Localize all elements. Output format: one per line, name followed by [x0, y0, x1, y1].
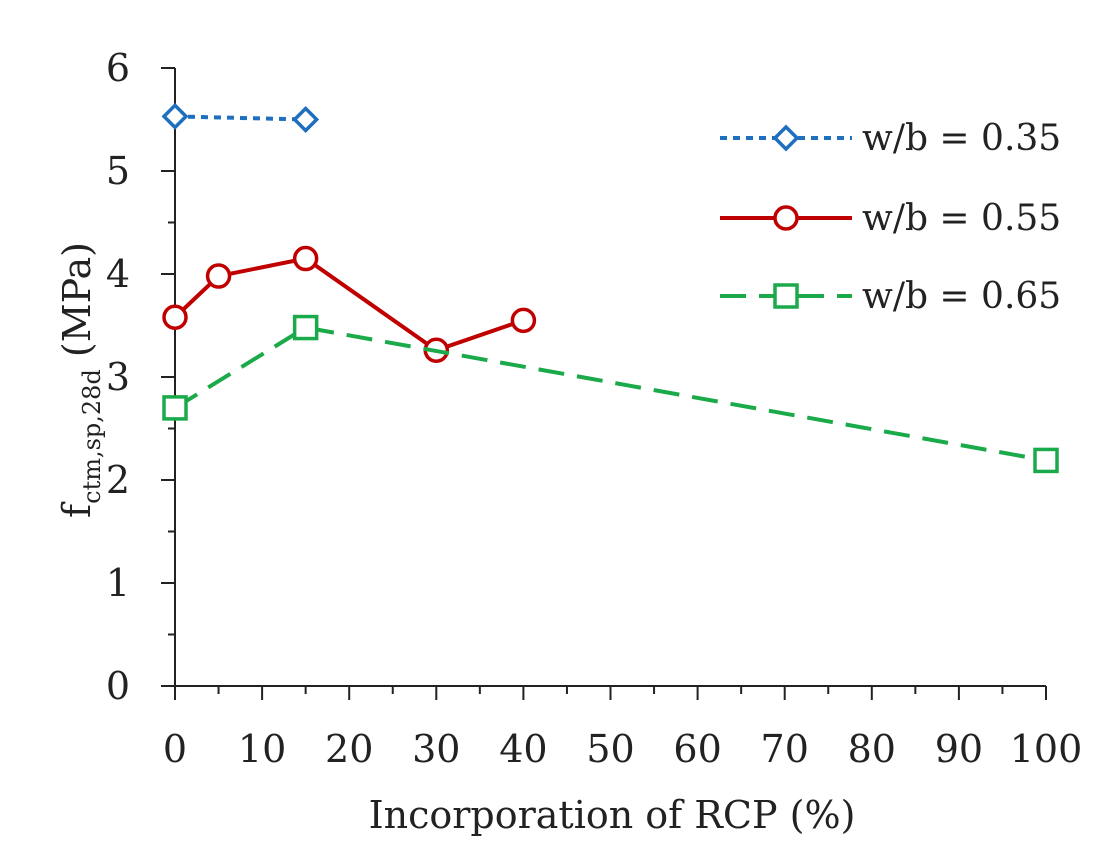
- legend-item-1: w/b = 0.35: [720, 118, 1061, 159]
- data-point: [161, 102, 189, 130]
- legend-item-2: w/b = 0.55: [720, 198, 1061, 239]
- data-point: [292, 245, 319, 272]
- series-line: [174, 114, 306, 122]
- y-axis-title-sub: ctm,sp,28d: [78, 369, 106, 504]
- legend-marker: [773, 283, 799, 309]
- series-line: [173, 325, 1047, 463]
- x-tick-label: 70: [761, 727, 809, 771]
- y-axis-title: fctm,sp,28d (MPa): [55, 242, 106, 518]
- legend-label: w/b = 0.35: [862, 118, 1061, 159]
- x-tick-label: 40: [499, 727, 547, 771]
- y-tick-label: 0: [106, 664, 130, 708]
- y-tick-label: 5: [106, 149, 130, 193]
- x-tick-label: 80: [848, 727, 896, 771]
- series-1: [161, 102, 320, 133]
- legend-marker: [772, 124, 800, 152]
- data-point: [292, 314, 319, 341]
- data-point: [292, 106, 320, 133]
- legend: w/b = 0.35 w/b = 0.55 w/b = 0.65: [720, 118, 1061, 317]
- legend-marker: [773, 205, 799, 231]
- y-tick-label: 1: [106, 561, 130, 605]
- data-point: [162, 395, 188, 421]
- y-tick-label: 2: [106, 458, 130, 502]
- y-tick-label: 6: [106, 46, 130, 90]
- x-tick-label: 100: [1010, 727, 1083, 771]
- legend-label: w/b = 0.55: [862, 198, 1061, 239]
- data-point: [510, 307, 537, 334]
- data-point: [162, 304, 188, 331]
- series-3: [162, 314, 1059, 474]
- data-point: [205, 263, 232, 289]
- x-tick-label: 60: [673, 727, 721, 771]
- y-tick-label: 4: [106, 252, 130, 296]
- x-tick-label: 90: [935, 727, 983, 771]
- legend-label: w/b = 0.65: [862, 276, 1061, 317]
- x-tick-label: 10: [238, 727, 286, 771]
- series-layer: [161, 102, 1059, 474]
- x-tick-label: 30: [412, 727, 460, 771]
- x-tick-label: 20: [325, 727, 373, 771]
- x-tick-label: 50: [586, 727, 634, 771]
- legend-item-3: w/b = 0.65: [720, 276, 1061, 317]
- series-2: [162, 245, 537, 363]
- y-axis-title-unit: (MPa): [55, 242, 99, 369]
- x-axis-title: Incorporation of RCP (%): [369, 793, 856, 837]
- y-axis-title-main: f: [55, 501, 99, 518]
- x-tick-label: 0: [163, 727, 187, 771]
- y-tick-label: 3: [106, 355, 130, 399]
- data-point: [1033, 447, 1059, 474]
